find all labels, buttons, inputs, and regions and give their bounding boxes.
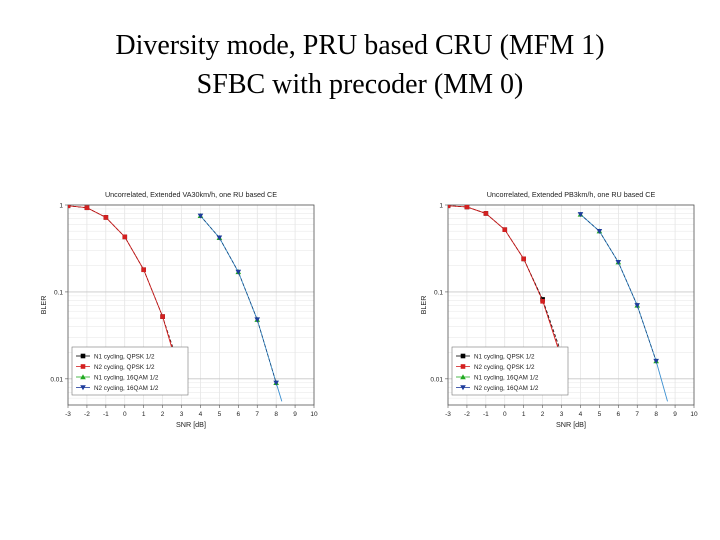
x-tick-label: 5 <box>218 411 222 418</box>
data-point <box>254 317 261 323</box>
data-point <box>502 227 508 232</box>
x-tick-label: 6 <box>236 411 240 418</box>
y-axis-label: BLER <box>39 296 48 315</box>
legend-label: N2 cycling, 16QAM 1/2 <box>474 385 539 392</box>
plot-frame <box>67 204 315 406</box>
data-point <box>483 211 489 216</box>
legend-label: N2 cycling, QPSK 1/2 <box>94 364 155 371</box>
legend-marker <box>80 353 86 359</box>
slide-title-line1: Diversity mode, PRU based CRU (MFM 1) <box>115 30 605 61</box>
x-tick-label: -3 <box>65 411 71 418</box>
x-tick-label: 10 <box>310 411 318 418</box>
legend-box <box>71 346 189 396</box>
data-point <box>68 205 71 209</box>
y-tick-label: 1 <box>59 203 63 210</box>
x-tick-label: 7 <box>635 411 639 418</box>
x-tick-label: 9 <box>293 411 297 418</box>
legend-label: N1 cycling, QPSK 1/2 <box>94 354 155 361</box>
x-tick-label: 8 <box>274 411 278 418</box>
data-point <box>464 205 470 210</box>
x-tick-label: 4 <box>579 411 583 418</box>
data-point <box>84 205 90 211</box>
plot-content <box>68 205 283 402</box>
plot-frame <box>447 204 695 406</box>
x-axis-label: SNR [dB] <box>176 420 206 429</box>
slide-title-line2: SFBC with precoder (MM 0) <box>196 69 524 100</box>
legend-marker <box>460 374 466 380</box>
data-point <box>577 212 584 218</box>
y-tick-label: 0.01 <box>50 376 63 383</box>
x-tick-label: 7 <box>255 411 259 418</box>
data-point <box>273 380 279 386</box>
x-tick-label: 3 <box>180 411 184 418</box>
data-point <box>540 298 545 304</box>
x-tick-label: -2 <box>84 411 90 418</box>
x-tick-label: 8 <box>654 411 658 418</box>
legend-box <box>451 346 569 396</box>
legend-marker <box>460 385 466 391</box>
x-tick-label: -1 <box>483 411 489 418</box>
legend-marker <box>460 353 466 359</box>
x-tick-label: 0 <box>123 411 127 418</box>
data-point <box>634 303 641 309</box>
x-tick-label: 4 <box>199 411 203 418</box>
bler-chart-pb3: Uncorrelated, Extended PB3km/h, one RU b… <box>419 190 698 429</box>
chart-title: Uncorrelated, Extended VA30km/h, one RU … <box>105 190 277 199</box>
data-point <box>103 215 109 220</box>
legend-label: N1 cycling, QPSK 1/2 <box>474 354 535 361</box>
legend-label: N2 cycling, 16QAM 1/2 <box>94 385 159 392</box>
x-tick-label: 5 <box>598 411 602 418</box>
x-tick-label: -3 <box>445 411 451 418</box>
x-tick-label: -2 <box>464 411 470 418</box>
x-tick-label: 9 <box>673 411 677 418</box>
x-axis-label: SNR [dB] <box>556 420 586 429</box>
data-point <box>160 314 165 319</box>
legend-marker <box>80 385 86 391</box>
x-tick-label: 3 <box>560 411 564 418</box>
legend-label: N1 cycling, 16QAM 1/2 <box>94 375 159 382</box>
x-tick-label: 6 <box>616 411 620 418</box>
legend-marker <box>80 364 86 369</box>
legend-marker <box>460 364 466 369</box>
data-point <box>235 269 242 275</box>
fit-curve <box>200 215 283 402</box>
x-tick-label: 2 <box>161 411 165 418</box>
legend-marker <box>80 374 86 380</box>
data-point <box>448 205 451 209</box>
x-tick-label: 0 <box>503 411 507 418</box>
data-point <box>653 358 659 364</box>
data-point <box>122 234 128 240</box>
y-tick-label: 0.1 <box>434 289 443 296</box>
legend-label: N1 cycling, 16QAM 1/2 <box>474 375 539 382</box>
y-axis-label: BLER <box>419 296 428 315</box>
legend-label: N2 cycling, QPSK 1/2 <box>474 364 535 371</box>
data-point <box>141 267 146 273</box>
y-tick-label: 0.01 <box>430 376 443 383</box>
x-tick-label: -1 <box>103 411 109 418</box>
bler-chart-va30: Uncorrelated, Extended VA30km/h, one RU … <box>39 190 318 429</box>
x-tick-label: 1 <box>522 411 526 418</box>
x-tick-label: 1 <box>142 411 146 418</box>
data-point <box>197 213 204 219</box>
data-point <box>596 228 603 234</box>
y-tick-label: 1 <box>439 203 443 210</box>
data-point <box>521 256 526 262</box>
y-tick-label: 0.1 <box>54 289 63 296</box>
x-tick-label: 10 <box>690 411 698 418</box>
x-tick-label: 2 <box>541 411 545 418</box>
data-point <box>615 259 622 265</box>
data-point <box>216 235 223 241</box>
chart-title: Uncorrelated, Extended PB3km/h, one RU b… <box>487 190 656 199</box>
